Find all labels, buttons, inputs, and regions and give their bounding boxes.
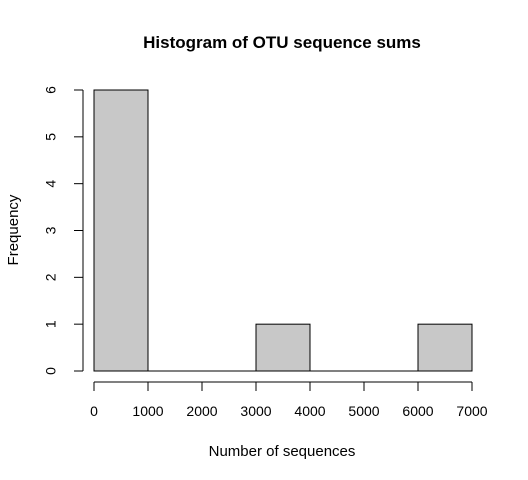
chart-title: Histogram of OTU sequence sums bbox=[143, 33, 421, 52]
x-tick-label-6000: 6000 bbox=[402, 403, 433, 419]
x-tick-label-4000: 4000 bbox=[294, 403, 325, 419]
x-tick-label-3000: 3000 bbox=[240, 403, 271, 419]
x-tick-label-2000: 2000 bbox=[186, 403, 217, 419]
y-tick-label-5: 5 bbox=[43, 133, 59, 141]
y-axis: 0 1 2 3 4 5 6 bbox=[43, 86, 83, 375]
y-axis-label: Frequency bbox=[5, 194, 22, 265]
y-tick-label-3: 3 bbox=[43, 226, 59, 234]
y-tick-label-4: 4 bbox=[43, 180, 59, 188]
x-axis-label: Number of sequences bbox=[209, 443, 356, 460]
y-tick-label-0: 0 bbox=[43, 367, 59, 375]
y-tick-label-1: 1 bbox=[43, 320, 59, 328]
x-tick-label-7000: 7000 bbox=[456, 403, 487, 419]
histogram-bar-3000-4000 bbox=[256, 324, 310, 371]
histogram-bar-0-1000 bbox=[94, 90, 148, 371]
x-tick-label-0: 0 bbox=[90, 403, 98, 419]
x-axis: 0 1000 2000 3000 4000 5000 6000 7000 bbox=[90, 382, 488, 419]
bars-group bbox=[94, 90, 472, 371]
x-tick-label-5000: 5000 bbox=[348, 403, 379, 419]
y-tick-label-2: 2 bbox=[43, 273, 59, 281]
y-tick-label-6: 6 bbox=[43, 86, 59, 94]
histogram-bar-6000-7000 bbox=[418, 324, 472, 371]
x-tick-label-1000: 1000 bbox=[132, 403, 163, 419]
